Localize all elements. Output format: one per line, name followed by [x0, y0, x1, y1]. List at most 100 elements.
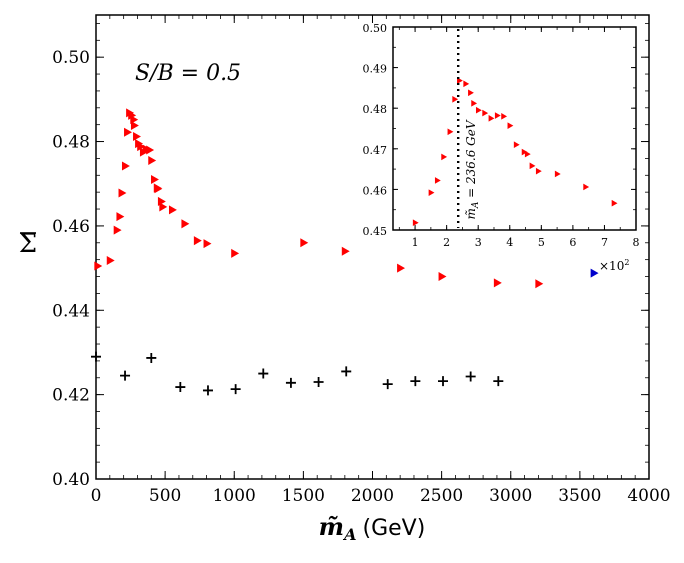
- data-point-red-triangles: [412, 219, 419, 227]
- inset-x-multiplier-exponent: 2: [624, 258, 629, 267]
- main-ticks: 0 500 1000 1500 2000 2500 3000 3500 4000 0.40 0.42…: [52, 15, 671, 506]
- data-point-red-triangles: [457, 77, 463, 84]
- data-point-red-triangles: [146, 145, 155, 155]
- data-point-red-triangles: [554, 170, 561, 178]
- data-point-red-triangles: [94, 261, 103, 271]
- data-point-red-triangles: [151, 174, 159, 185]
- annotation-sb: S/B = 0.5: [135, 61, 241, 86]
- y-tick-label: 0.45: [363, 225, 388, 238]
- y-tick-label: 0.44: [52, 301, 90, 321]
- data-point-red-triangles: [494, 112, 501, 119]
- data-point-red-triangles: [133, 131, 141, 142]
- data-point-black-crosses: [465, 371, 476, 382]
- data-point-red-triangles: [535, 167, 542, 175]
- data-point-red-triangles: [397, 263, 406, 273]
- data-point-red-triangles: [106, 255, 115, 266]
- y-tick-label: 0.42: [52, 386, 90, 406]
- data-point-red-triangles: [434, 177, 441, 184]
- main-marks: [91, 108, 599, 396]
- data-point-red-triangles: [475, 106, 482, 114]
- data-point-black-crosses: [202, 385, 213, 396]
- x-axis-label-unit: (GeV): [363, 516, 426, 541]
- data-point-red-triangles: [168, 205, 177, 215]
- x-tick-label: 8: [633, 236, 640, 249]
- data-point-red-triangles: [488, 115, 495, 122]
- y-axis-label-symbol: Σ: [19, 229, 37, 259]
- data-point-red-triangles: [130, 115, 139, 125]
- y-tick-label: 0.50: [52, 48, 90, 68]
- x-axis-label: m̃A (GeV): [319, 512, 426, 544]
- inset-marks: [412, 77, 618, 227]
- data-point-red-triangles: [193, 236, 202, 246]
- inset-plot-frame: [392, 26, 637, 231]
- data-point-red-triangles: [535, 279, 544, 289]
- data-point-black-crosses: [146, 352, 157, 363]
- data-point-red-triangles: [482, 109, 489, 117]
- x-tick-label: 2500: [420, 486, 463, 506]
- y-tick-label: 0.46: [52, 217, 90, 237]
- data-point-red-triangles: [428, 189, 435, 196]
- x-tick-label: 1500: [282, 486, 325, 506]
- data-point-black-crosses: [438, 376, 449, 387]
- x-tick-label: 7: [601, 236, 608, 249]
- y-tick-label: 0.50: [363, 22, 388, 35]
- x-tick-label: 500: [149, 486, 181, 506]
- data-point-red-triangles: [341, 246, 350, 256]
- data-point-black-crosses: [120, 370, 131, 381]
- data-point-red-triangles: [493, 278, 502, 288]
- data-point-black-crosses: [341, 366, 352, 377]
- y-axis-label: Σ: [19, 229, 37, 259]
- data-point-red-triangles: [463, 80, 470, 88]
- data-point-black-crosses: [175, 382, 186, 393]
- y-tick-label: 0.40: [52, 470, 90, 490]
- data-point-red-triangles: [611, 199, 618, 207]
- x-tick-label: 2: [443, 236, 450, 249]
- inset-x-multiplier: ×102: [599, 258, 629, 273]
- data-point-red-triangles: [148, 156, 157, 166]
- inset-vline-label-symbol: m̃: [464, 208, 478, 219]
- inset-vline-label-subscript: A: [471, 201, 481, 209]
- data-point-red-triangles: [116, 212, 125, 222]
- data-point-red-triangles: [524, 150, 531, 158]
- inset-x-multiplier-base: ×10: [599, 259, 624, 273]
- data-point-red-triangles: [513, 141, 520, 149]
- data-point-red-triangles: [181, 219, 190, 229]
- y-tick-label: 0.48: [52, 133, 90, 153]
- y-tick-label: 0.46: [363, 184, 388, 197]
- data-point-red-triangles: [154, 184, 163, 194]
- data-point-black-crosses: [410, 376, 421, 387]
- x-tick-label: 3000: [489, 486, 532, 506]
- inset-vline-label-value: = 236.6 GeV: [464, 119, 478, 202]
- data-point-red-triangles: [507, 122, 514, 129]
- data-point-red-triangles: [113, 225, 122, 235]
- x-tick-label: 4: [506, 236, 513, 249]
- x-tick-label: 0: [91, 486, 102, 506]
- data-point-blue-triangle: [590, 268, 599, 278]
- data-point-red-triangles: [231, 248, 240, 258]
- x-axis-label-symbol: m̃: [319, 512, 344, 541]
- data-point-red-triangles: [501, 113, 508, 120]
- inset-ticks: 1 2 3 4 5 6 7 8 0.45 0.46 0.47 0.48 0.49 0.50: [363, 22, 640, 249]
- data-point-red-triangles: [529, 162, 536, 170]
- x-tick-label: 6: [569, 236, 576, 249]
- data-point-black-crosses: [285, 377, 296, 388]
- data-point-black-crosses: [258, 368, 269, 379]
- x-tick-label: 2000: [351, 486, 394, 506]
- data-point-black-crosses: [493, 376, 504, 387]
- data-point-red-triangles: [118, 188, 127, 198]
- data-point-red-triangles: [452, 95, 459, 103]
- data-point-black-crosses: [313, 376, 324, 387]
- data-point-red-triangles: [124, 127, 132, 137]
- data-point-red-triangles: [203, 239, 212, 249]
- x-tick-label: 1000: [213, 486, 256, 506]
- data-point-red-triangles: [583, 183, 590, 191]
- data-point-red-triangles: [521, 148, 528, 156]
- data-point-red-triangles: [471, 100, 478, 107]
- data-point-red-triangles: [300, 238, 309, 248]
- data-point-red-triangles: [130, 120, 139, 131]
- x-tick-label: 1: [412, 236, 419, 249]
- data-point-red-triangles: [468, 89, 474, 97]
- y-tick-label: 0.49: [363, 63, 388, 76]
